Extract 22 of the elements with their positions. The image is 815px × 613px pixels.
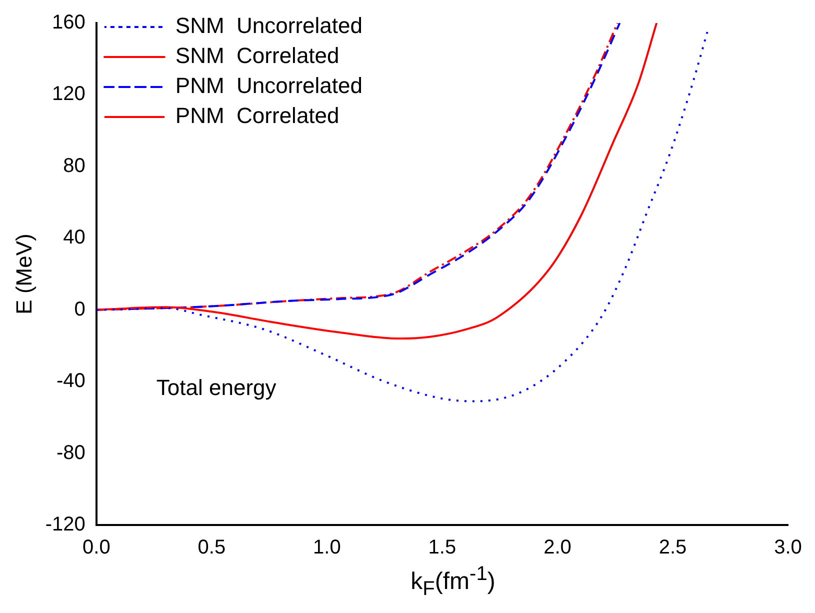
y-tick-label: 160 [52, 12, 86, 34]
x-tick-label: 0.5 [198, 536, 226, 559]
annotation: Total energy [156, 375, 276, 400]
x-tick-label: 2.5 [658, 536, 687, 559]
y-tick-label: 0 [74, 298, 86, 320]
legend-label: SNM Correlated [175, 43, 340, 68]
y-tick-label: 40 [63, 226, 86, 249]
x-tick-label: 1.5 [428, 536, 456, 559]
y-tick-label: 80 [63, 154, 86, 177]
x-axis-title: k$_{F}$(fm$^{-1}$) [410, 563, 496, 601]
legend-label: SNM Uncorrelated [175, 13, 363, 38]
y-tick-label: -40 [56, 370, 86, 392]
y-tick-label: 120 [52, 83, 86, 106]
y-tick-label: -80 [56, 442, 86, 464]
y-axis-title: E (MeV) [11, 234, 36, 314]
x-tick-label: 3.0 [774, 536, 802, 559]
x-tick-label: 0.0 [82, 536, 110, 559]
x-tick-label: 1.0 [313, 536, 341, 559]
x-tick-label: 2.0 [544, 536, 572, 559]
legend-label: PNM Correlated [175, 103, 340, 128]
legend-label: PNM Uncorrelated [175, 73, 363, 98]
y-tick-label: -120 [45, 514, 86, 536]
